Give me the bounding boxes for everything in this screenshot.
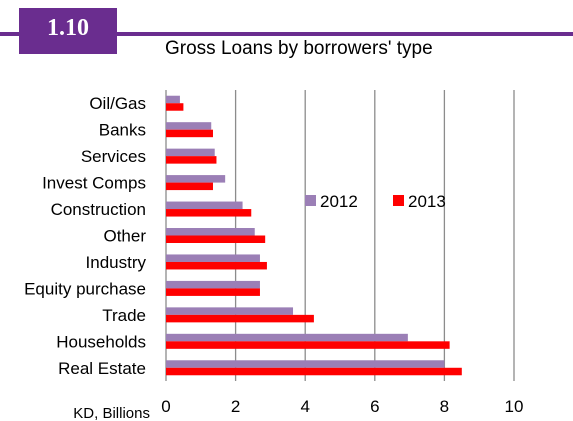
x-tick-label: 2 xyxy=(231,397,240,416)
legend-swatch-2013 xyxy=(393,195,404,206)
bar-2012-services xyxy=(166,148,215,157)
category-label: Equity purchase xyxy=(24,279,146,298)
legend-label-2012: 2012 xyxy=(320,192,358,211)
legend-label-2013: 2013 xyxy=(408,192,446,211)
category-label: Real Estate xyxy=(58,359,146,378)
category-label: Services xyxy=(81,147,146,166)
x-axis-label: KD, Billions xyxy=(73,405,150,421)
x-tick-label: 10 xyxy=(505,397,524,416)
category-label: Banks xyxy=(99,121,146,140)
category-label: Construction xyxy=(51,200,146,219)
bar-2012-invest-comps xyxy=(166,175,226,183)
category-label: Oil/Gas xyxy=(89,94,146,113)
bar-2013-real-estate xyxy=(166,367,462,376)
bar-2013-invest-comps xyxy=(166,182,213,191)
bar-2013-other xyxy=(166,235,266,243)
legend-swatch-2012 xyxy=(305,195,316,206)
bar-2013-equity-purchase xyxy=(166,288,260,296)
category-label: Invest Comps xyxy=(42,174,146,193)
bar-2012-households xyxy=(166,333,408,342)
category-label: Trade xyxy=(102,306,146,325)
bar-2012-other xyxy=(166,228,255,236)
bar-2012-equity-purchase xyxy=(166,280,260,289)
x-tick-label: 4 xyxy=(300,397,309,416)
bar-2013-industry xyxy=(166,261,267,270)
bar-2013-households xyxy=(166,341,450,349)
category-label: Households xyxy=(56,332,146,351)
bar-2012-banks xyxy=(166,122,212,130)
bar-2013-oil-gas xyxy=(166,103,184,111)
bar-2012-industry xyxy=(166,254,260,262)
figure-number-badge: 1.10 xyxy=(19,8,117,54)
bar-2013-construction xyxy=(166,209,252,217)
chart-title: Gross Loans by borrowers' type xyxy=(165,38,433,59)
x-tick-label: 6 xyxy=(370,397,379,416)
category-label: Other xyxy=(103,227,146,246)
bar-2012-trade xyxy=(166,307,294,315)
bar-2012-construction xyxy=(166,201,243,210)
bar-2012-real-estate xyxy=(166,360,445,368)
x-tick-label: 0 xyxy=(161,397,170,416)
bar-2013-services xyxy=(166,156,217,164)
x-tick-label: 8 xyxy=(440,397,449,416)
bar-2013-trade xyxy=(166,314,314,323)
bar-2012-oil-gas xyxy=(166,95,180,104)
header-rule xyxy=(0,32,573,36)
category-label: Industry xyxy=(86,253,147,272)
bar-2013-banks xyxy=(166,129,213,138)
